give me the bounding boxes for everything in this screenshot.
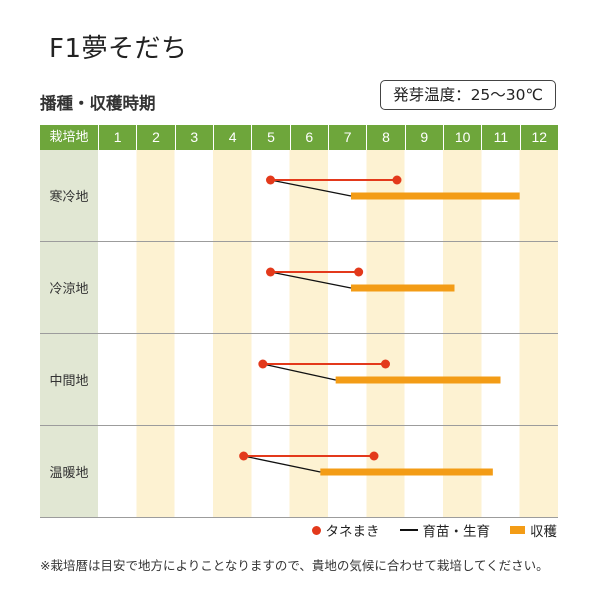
sowing-end-dot bbox=[392, 175, 402, 185]
legend-label: 収穫 bbox=[530, 524, 557, 540]
sowing-start-dot bbox=[266, 175, 275, 185]
legend-sowing-dot bbox=[311, 525, 321, 535]
sowing-end-dot bbox=[369, 451, 379, 461]
legend-label: 育苗・生育 bbox=[422, 524, 491, 540]
product-title: F1夢そだち bbox=[49, 34, 188, 64]
month-label: 7 bbox=[327, 125, 366, 150]
month-label: 3 bbox=[174, 125, 213, 150]
chart-rows: 寒冷地 冷涼地 中間地 温暖地 bbox=[40, 150, 558, 518]
month-label: 1 bbox=[98, 125, 136, 150]
sowing-end-dot bbox=[354, 267, 364, 277]
chart-row: 寒冷地 bbox=[40, 150, 558, 242]
plot-marks bbox=[239, 175, 520, 476]
category-header: 栽培地 bbox=[49, 130, 89, 145]
month-label: 10 bbox=[442, 125, 481, 150]
harvest-bar bbox=[351, 284, 455, 292]
growth-line bbox=[243, 455, 321, 473]
month-label: 2 bbox=[136, 125, 174, 150]
harvest-bar bbox=[351, 192, 520, 200]
sowing-start-dot bbox=[239, 451, 249, 461]
chart-title: 播種・収穫時期 bbox=[40, 94, 156, 113]
growth-line bbox=[262, 363, 336, 381]
sowing-start-dot bbox=[258, 359, 268, 369]
legend: タネまき 育苗・生育 収穫 bbox=[311, 520, 557, 540]
cultivation-calendar-chart: 栽培地 1 2 3 4 5 6 7 8 9 10 11 12 寒冷地 冷涼地 中… bbox=[40, 125, 558, 518]
row-label: 温暖地 bbox=[40, 426, 98, 517]
legend-growth-line bbox=[399, 529, 418, 531]
sowing-end-dot bbox=[381, 359, 390, 369]
row-label: 寒冷地 bbox=[40, 150, 98, 241]
month-label: 4 bbox=[212, 125, 251, 150]
legend-harvest-bar bbox=[510, 526, 525, 534]
chart-row: 冷涼地 bbox=[40, 242, 558, 334]
legend-label: タネまき bbox=[325, 524, 380, 540]
row-label: 中間地 bbox=[40, 334, 98, 425]
legend-item-sowing: タネまき bbox=[311, 520, 380, 540]
legend-item-harvest: 収穫 bbox=[510, 520, 557, 540]
footnote: ※栽培暦は目安で地方によりことなりますので、貴地の気候に合わせて栽培してください… bbox=[40, 558, 549, 573]
harvest-bar bbox=[320, 468, 493, 476]
month-label: 6 bbox=[289, 125, 328, 150]
harvest-bar bbox=[335, 376, 501, 384]
month-label: 9 bbox=[404, 125, 443, 150]
chart-row: 中間地 bbox=[40, 334, 558, 426]
germination-temperature-badge: 発芽温度：25～30℃ bbox=[380, 80, 556, 110]
month-label: 11 bbox=[481, 125, 519, 150]
sowing-start-dot bbox=[266, 267, 275, 277]
month-label: 12 bbox=[519, 125, 558, 150]
month-label: 8 bbox=[366, 125, 404, 150]
legend-item-growth: 育苗・生育 bbox=[399, 520, 491, 540]
month-label: 5 bbox=[251, 125, 289, 150]
growth-line bbox=[270, 271, 352, 289]
chart-row: 温暖地 bbox=[40, 426, 558, 518]
header-row: 栽培地 1 2 3 4 5 6 7 8 9 10 11 12 bbox=[40, 125, 558, 150]
row-label: 冷涼地 bbox=[40, 242, 98, 333]
growth-line bbox=[270, 179, 352, 197]
